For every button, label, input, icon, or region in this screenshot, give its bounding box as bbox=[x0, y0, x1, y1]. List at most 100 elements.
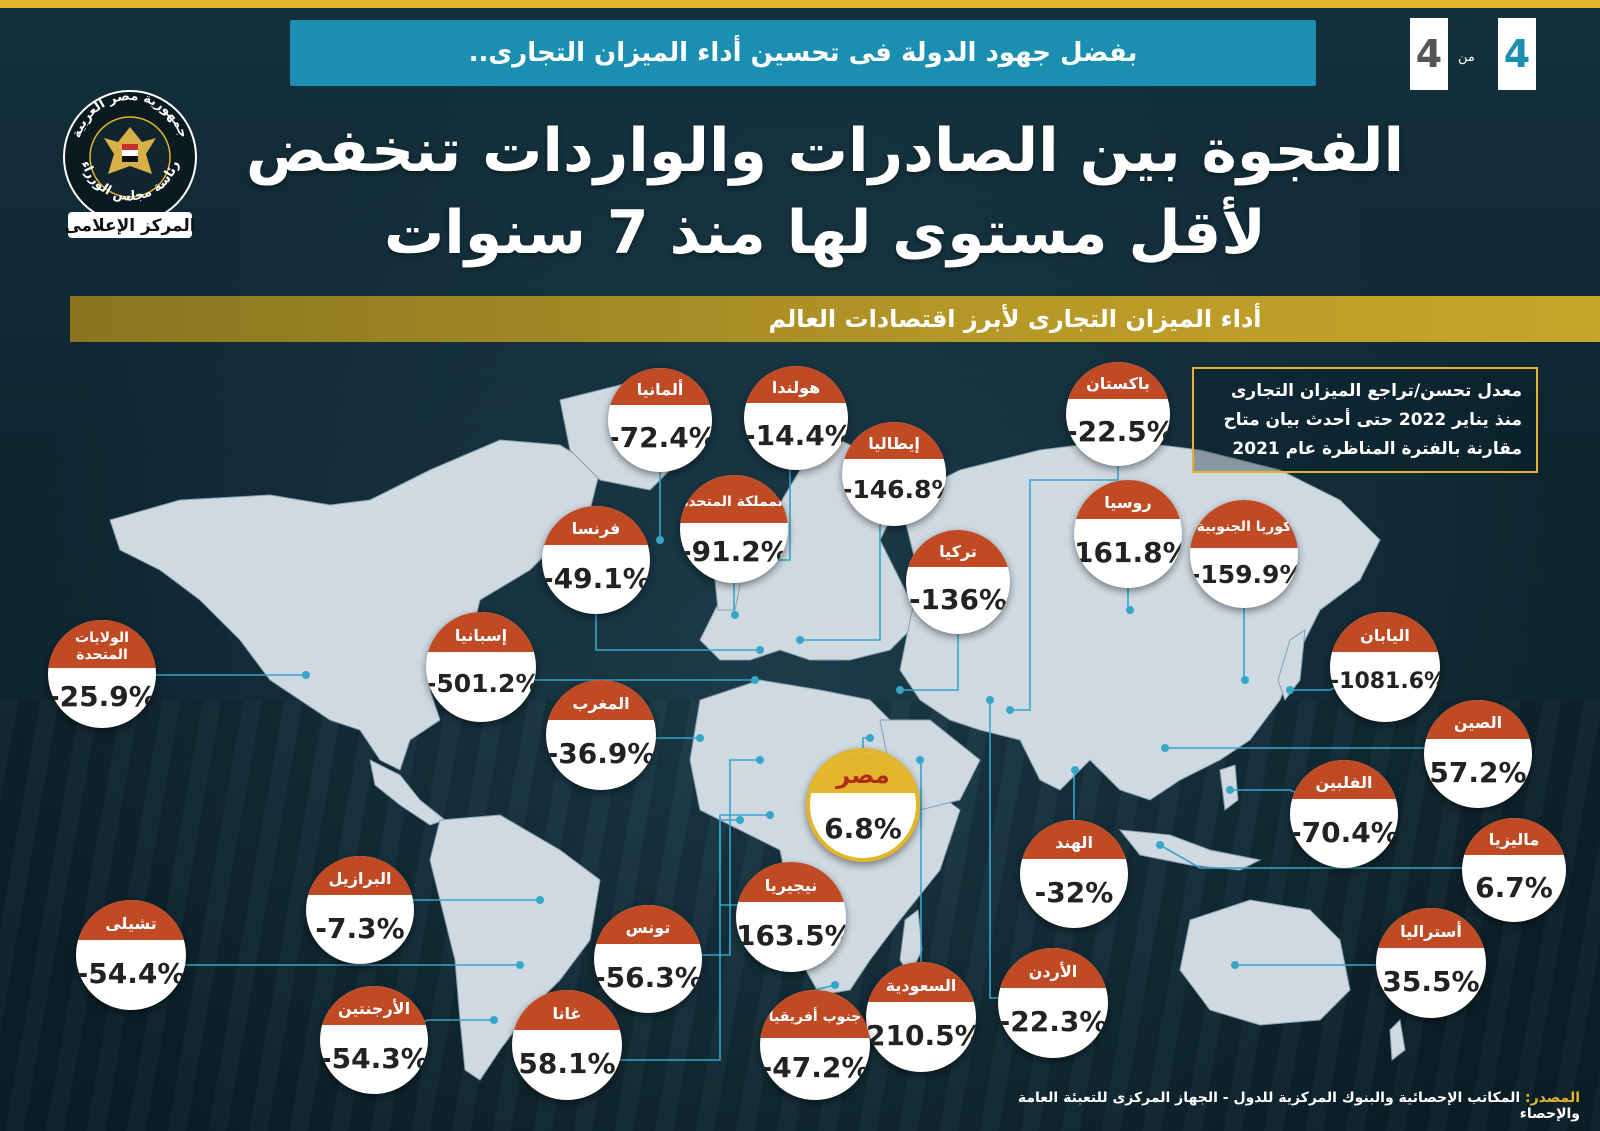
bubble-circle: الفلبين -70.4% bbox=[1290, 760, 1398, 868]
country-name: الأردن bbox=[998, 948, 1108, 988]
bubble-circle: تشيلى -54.4% bbox=[76, 900, 186, 1010]
location-dot bbox=[302, 671, 310, 679]
logo-banner-text: المركز الإعلامى bbox=[64, 216, 195, 236]
country-value: -47.2% bbox=[760, 1051, 870, 1084]
country-name: تونس bbox=[594, 905, 702, 944]
country-value: -54.3% bbox=[320, 1041, 428, 1075]
country-value: 6.8% bbox=[824, 811, 902, 845]
location-dot bbox=[490, 1016, 498, 1024]
country-name: تركيا bbox=[906, 530, 1010, 567]
bubble-circle: ألمانيا -72.4% bbox=[608, 368, 712, 472]
location-dots bbox=[302, 536, 1294, 1024]
banner-text: بفضل جهود الدولة فى تحسين أداء الميزان ا… bbox=[468, 38, 1138, 68]
country-bubble: المملكة المتحدة -91.2% bbox=[680, 475, 788, 583]
country-bubble: ماليزيا 6.7% bbox=[1462, 818, 1566, 922]
location-dot bbox=[751, 676, 759, 684]
bubble-circle: ماليزيا 6.7% bbox=[1462, 818, 1566, 922]
country-bubble: المغرب -36.9% bbox=[546, 680, 656, 790]
country-name: البرازيل bbox=[306, 856, 414, 895]
bubble-circle: تركيا -136% bbox=[906, 530, 1010, 634]
country-bubble: هولندا -14.4% bbox=[744, 366, 848, 470]
country-name: هولندا bbox=[744, 366, 848, 403]
bubble-circle: هولندا -14.4% bbox=[744, 366, 848, 470]
bubble-circle: الهند -32% bbox=[1020, 820, 1128, 928]
note-line-3: مقارنة بالفترة المناظرة عام 2021 bbox=[1232, 439, 1522, 459]
bubble-circle: اليابان -1081.6% bbox=[1330, 612, 1440, 722]
country-value: -146.8% bbox=[842, 474, 946, 504]
country-bubble: الهند -32% bbox=[1020, 820, 1128, 928]
country-bubble: غانا 58.1% bbox=[512, 990, 622, 1100]
top-gold-bar bbox=[0, 0, 1600, 8]
cabinet-logo: جمهورية مصر العربية رئاسة مجلس الوزراء ا… bbox=[63, 89, 197, 238]
country-name: الصين bbox=[1424, 700, 1532, 739]
location-dot bbox=[1241, 676, 1249, 684]
title-line-2: لأقل مستوى لها منذ 7 سنوات bbox=[384, 198, 1266, 268]
country-bubble: إسبانيا -501.2% bbox=[426, 612, 536, 722]
country-value: -501.2% bbox=[426, 669, 536, 698]
country-name: ماليزيا bbox=[1462, 818, 1566, 855]
country-name: الأرجنتين bbox=[320, 986, 428, 1025]
country-value: 58.1% bbox=[518, 1047, 616, 1080]
country-value: -36.9% bbox=[546, 737, 656, 770]
location-dot bbox=[1161, 744, 1169, 752]
country-name: تشيلى bbox=[76, 900, 186, 940]
country-name: المملكة المتحدة bbox=[680, 475, 788, 523]
country-name: الهند bbox=[1020, 820, 1128, 859]
country-bubble: الأردن -22.3% bbox=[998, 948, 1108, 1058]
country-value: -56.3% bbox=[594, 960, 702, 994]
country-name: غانا bbox=[512, 990, 622, 1030]
country-bubble: ألمانيا -72.4% bbox=[608, 368, 712, 472]
country-value: 6.7% bbox=[1475, 870, 1553, 904]
location-dot bbox=[756, 646, 764, 654]
country-bubble: تشيلى -54.4% bbox=[76, 900, 186, 1010]
location-dot bbox=[1006, 706, 1014, 714]
bubble-circle: فرنسا -49.1% bbox=[542, 506, 650, 614]
location-dot bbox=[916, 756, 924, 764]
country-value: 57.2% bbox=[1429, 755, 1527, 789]
country-bubble: تركيا -136% bbox=[906, 530, 1010, 634]
country-value: -22.5% bbox=[1066, 414, 1170, 448]
country-name: مصر bbox=[810, 752, 916, 793]
location-dot bbox=[766, 811, 774, 819]
source-footer: المصدر: المكاتب الإحصائية والبنوك المركز… bbox=[980, 1090, 1580, 1122]
country-name: إيطاليا bbox=[842, 422, 946, 459]
country-value: -54.4% bbox=[76, 957, 186, 990]
country-value: -72.4% bbox=[608, 420, 712, 454]
bubble-circle: أستراليا 35.5% bbox=[1376, 908, 1486, 1018]
country-name: فرنسا bbox=[542, 506, 650, 545]
subtitle-text: أداء الميزان التجارى لأبرز اقتصادات العا… bbox=[768, 305, 1262, 333]
country-value: -32% bbox=[1034, 875, 1114, 909]
country-value: -159.9% bbox=[1190, 560, 1298, 589]
country-name: المغرب bbox=[546, 680, 656, 720]
location-dot bbox=[656, 536, 664, 544]
bubble-circle: روسيا 161.8% bbox=[1074, 480, 1182, 588]
location-dot bbox=[756, 756, 764, 764]
bubble-circle: الأردن -22.3% bbox=[998, 948, 1108, 1058]
bubble-circle: غانا 58.1% bbox=[512, 990, 622, 1100]
country-value: -25.9% bbox=[48, 680, 156, 713]
landmass-indonesia bbox=[1118, 829, 1262, 871]
location-dot bbox=[731, 611, 739, 619]
page-of-label: من bbox=[1458, 50, 1475, 65]
country-name: روسيا bbox=[1074, 480, 1182, 519]
country-bubble: الولايات المتحدة -25.9% bbox=[48, 620, 156, 728]
country-value: -136% bbox=[908, 582, 1008, 616]
country-name: جنوب أفريقيا bbox=[760, 990, 870, 1038]
bubble-circle: الأرجنتين -54.3% bbox=[320, 986, 428, 1094]
country-bubble: السعودية 210.5% bbox=[866, 962, 976, 1072]
country-name: السعودية bbox=[866, 962, 976, 1002]
legend-note: معدل تحسن/تراجع الميزان التجارى منذ يناي… bbox=[1192, 367, 1538, 473]
page-total: 4 bbox=[1410, 18, 1448, 90]
bubble-circle: المغرب -36.9% bbox=[546, 680, 656, 790]
location-dot bbox=[1126, 606, 1134, 614]
country-value: -22.3% bbox=[998, 1005, 1108, 1038]
country-value: -70.4% bbox=[1290, 815, 1398, 849]
country-name: الفلبين bbox=[1290, 760, 1398, 799]
source-text: المكاتب الإحصائية والبنوك المركزية للدول… bbox=[1017, 1090, 1580, 1122]
subtitle-band: أداء الميزان التجارى لأبرز اقتصادات العا… bbox=[70, 296, 1600, 342]
bubble-circle: جنوب أفريقيا -47.2% bbox=[760, 990, 870, 1100]
bubble-circle: السعودية 210.5% bbox=[866, 962, 976, 1072]
bubble-circle: البرازيل -7.3% bbox=[306, 856, 414, 964]
location-dot bbox=[1286, 686, 1294, 694]
